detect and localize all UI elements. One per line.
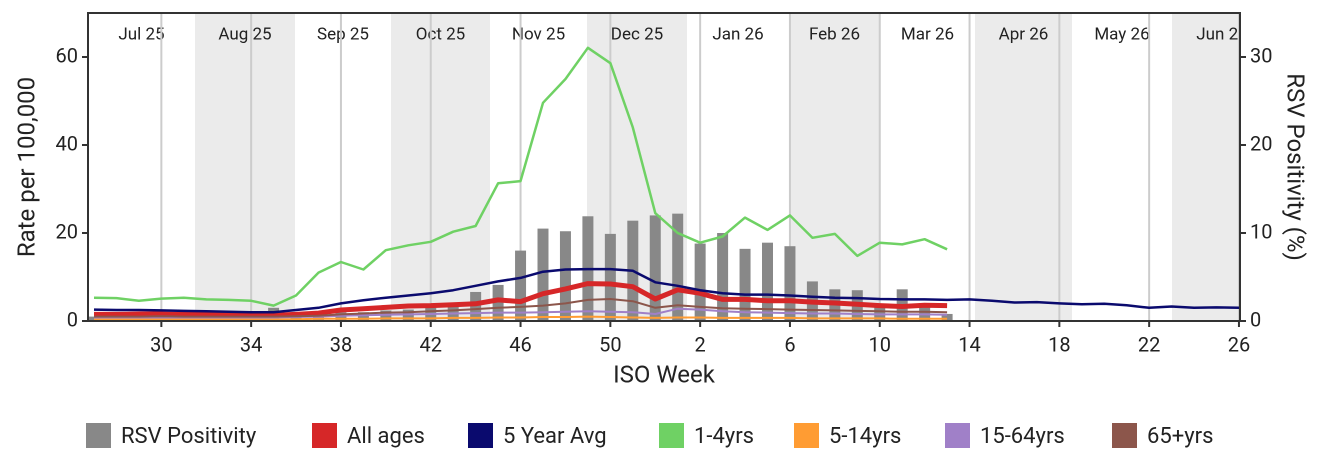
x-tick-label: 42 bbox=[420, 332, 442, 356]
plot-marks bbox=[88, 46, 1240, 321]
bar bbox=[739, 248, 751, 321]
month-label: Jun 26 bbox=[1196, 24, 1247, 44]
legend-label: All ages bbox=[347, 424, 425, 449]
y2-axis-title: RSV Positivity (%) bbox=[1282, 73, 1310, 261]
legend-swatch bbox=[794, 423, 819, 448]
bar bbox=[762, 242, 773, 321]
month-band bbox=[1172, 13, 1240, 321]
legend-swatch bbox=[86, 423, 111, 448]
line bbox=[93, 46, 948, 307]
legend-swatch bbox=[312, 423, 337, 448]
y-tick-label: 20 bbox=[56, 219, 78, 243]
x-tick-label: 50 bbox=[599, 332, 621, 356]
y-tick-label: 0 bbox=[67, 307, 78, 331]
bar bbox=[717, 233, 729, 321]
month-label: Jan 26 bbox=[712, 24, 763, 44]
bar bbox=[941, 313, 953, 321]
month-label: Aug 25 bbox=[218, 24, 271, 44]
x-tick-label: 26 bbox=[1228, 332, 1250, 356]
bar bbox=[604, 233, 616, 321]
bar bbox=[470, 291, 482, 321]
y-axis-title: Rate per 100,000 bbox=[12, 77, 40, 257]
x-tick-label: 10 bbox=[869, 332, 891, 356]
x-tick-label: 6 bbox=[784, 332, 795, 356]
bar bbox=[672, 213, 684, 321]
line bbox=[94, 281, 948, 318]
legend: RSV Positivity All ages 5 Year Avg 1-4yrs 5-… bbox=[86, 423, 1213, 449]
x-tick-label: 30 bbox=[150, 332, 172, 356]
x-tick-label: 18 bbox=[1048, 332, 1070, 356]
line bbox=[93, 267, 1240, 314]
x-tick-label: 2 bbox=[695, 332, 706, 356]
month-label: Sep 25 bbox=[317, 24, 369, 44]
bar bbox=[919, 305, 931, 321]
month-label: Mar 26 bbox=[901, 24, 954, 44]
legend-swatch bbox=[1112, 423, 1137, 448]
y2-tick-label: 0 bbox=[1250, 307, 1261, 331]
month-band bbox=[391, 13, 490, 321]
x-tick-label: 22 bbox=[1138, 332, 1160, 356]
legend-label: 5 Year Avg bbox=[503, 424, 607, 449]
legend-swatch bbox=[659, 423, 684, 448]
month-label: Oct 25 bbox=[416, 24, 465, 44]
legend-label: 5-14yrs bbox=[829, 424, 901, 449]
bar bbox=[515, 250, 527, 321]
legend-label: 15-64yrs bbox=[980, 424, 1065, 449]
legend-swatch bbox=[945, 423, 970, 448]
bar bbox=[694, 243, 706, 321]
bar bbox=[784, 246, 796, 321]
line bbox=[94, 298, 948, 318]
x-tick-label: 14 bbox=[958, 332, 980, 356]
month-label: Dec 25 bbox=[611, 24, 663, 44]
legend-label: 1-4yrs bbox=[694, 424, 754, 449]
month-label: Nov 25 bbox=[512, 24, 565, 44]
y-tick-label: 40 bbox=[56, 131, 78, 155]
x-tick-label: 46 bbox=[509, 332, 531, 356]
bar bbox=[357, 312, 369, 321]
bar bbox=[537, 228, 549, 321]
month-label: Apr 26 bbox=[999, 24, 1049, 44]
month-label: May 26 bbox=[1094, 24, 1149, 44]
y-tick-label: 60 bbox=[56, 43, 78, 67]
month-band bbox=[195, 13, 295, 321]
legend-label: RSV Positivity bbox=[121, 424, 257, 449]
month-label: Jul 25 bbox=[118, 24, 164, 44]
line bbox=[94, 315, 948, 321]
x-axis-title: ISO Week bbox=[613, 360, 716, 388]
month-band bbox=[975, 13, 1072, 321]
bar bbox=[492, 284, 504, 321]
legend-swatch bbox=[468, 423, 493, 448]
x-tick-label: 34 bbox=[240, 332, 262, 356]
y2-tick-label: 10 bbox=[1250, 219, 1272, 243]
x-tick-label: 38 bbox=[330, 332, 352, 356]
bar bbox=[874, 305, 886, 321]
month-band bbox=[789, 13, 880, 321]
plot-frame bbox=[87, 12, 1241, 322]
bar bbox=[559, 231, 571, 321]
month-label: Feb 26 bbox=[809, 24, 860, 44]
plot-background: Jul 25 Aug 25 Sep 25 Oct 25 Nov 25 Dec 25 Jan … bbox=[118, 13, 1247, 321]
y2-tick-label: 20 bbox=[1250, 131, 1272, 155]
y2-tick-label: 30 bbox=[1250, 43, 1272, 67]
legend-label: 65+yrs bbox=[1147, 424, 1213, 449]
bar bbox=[649, 215, 661, 321]
